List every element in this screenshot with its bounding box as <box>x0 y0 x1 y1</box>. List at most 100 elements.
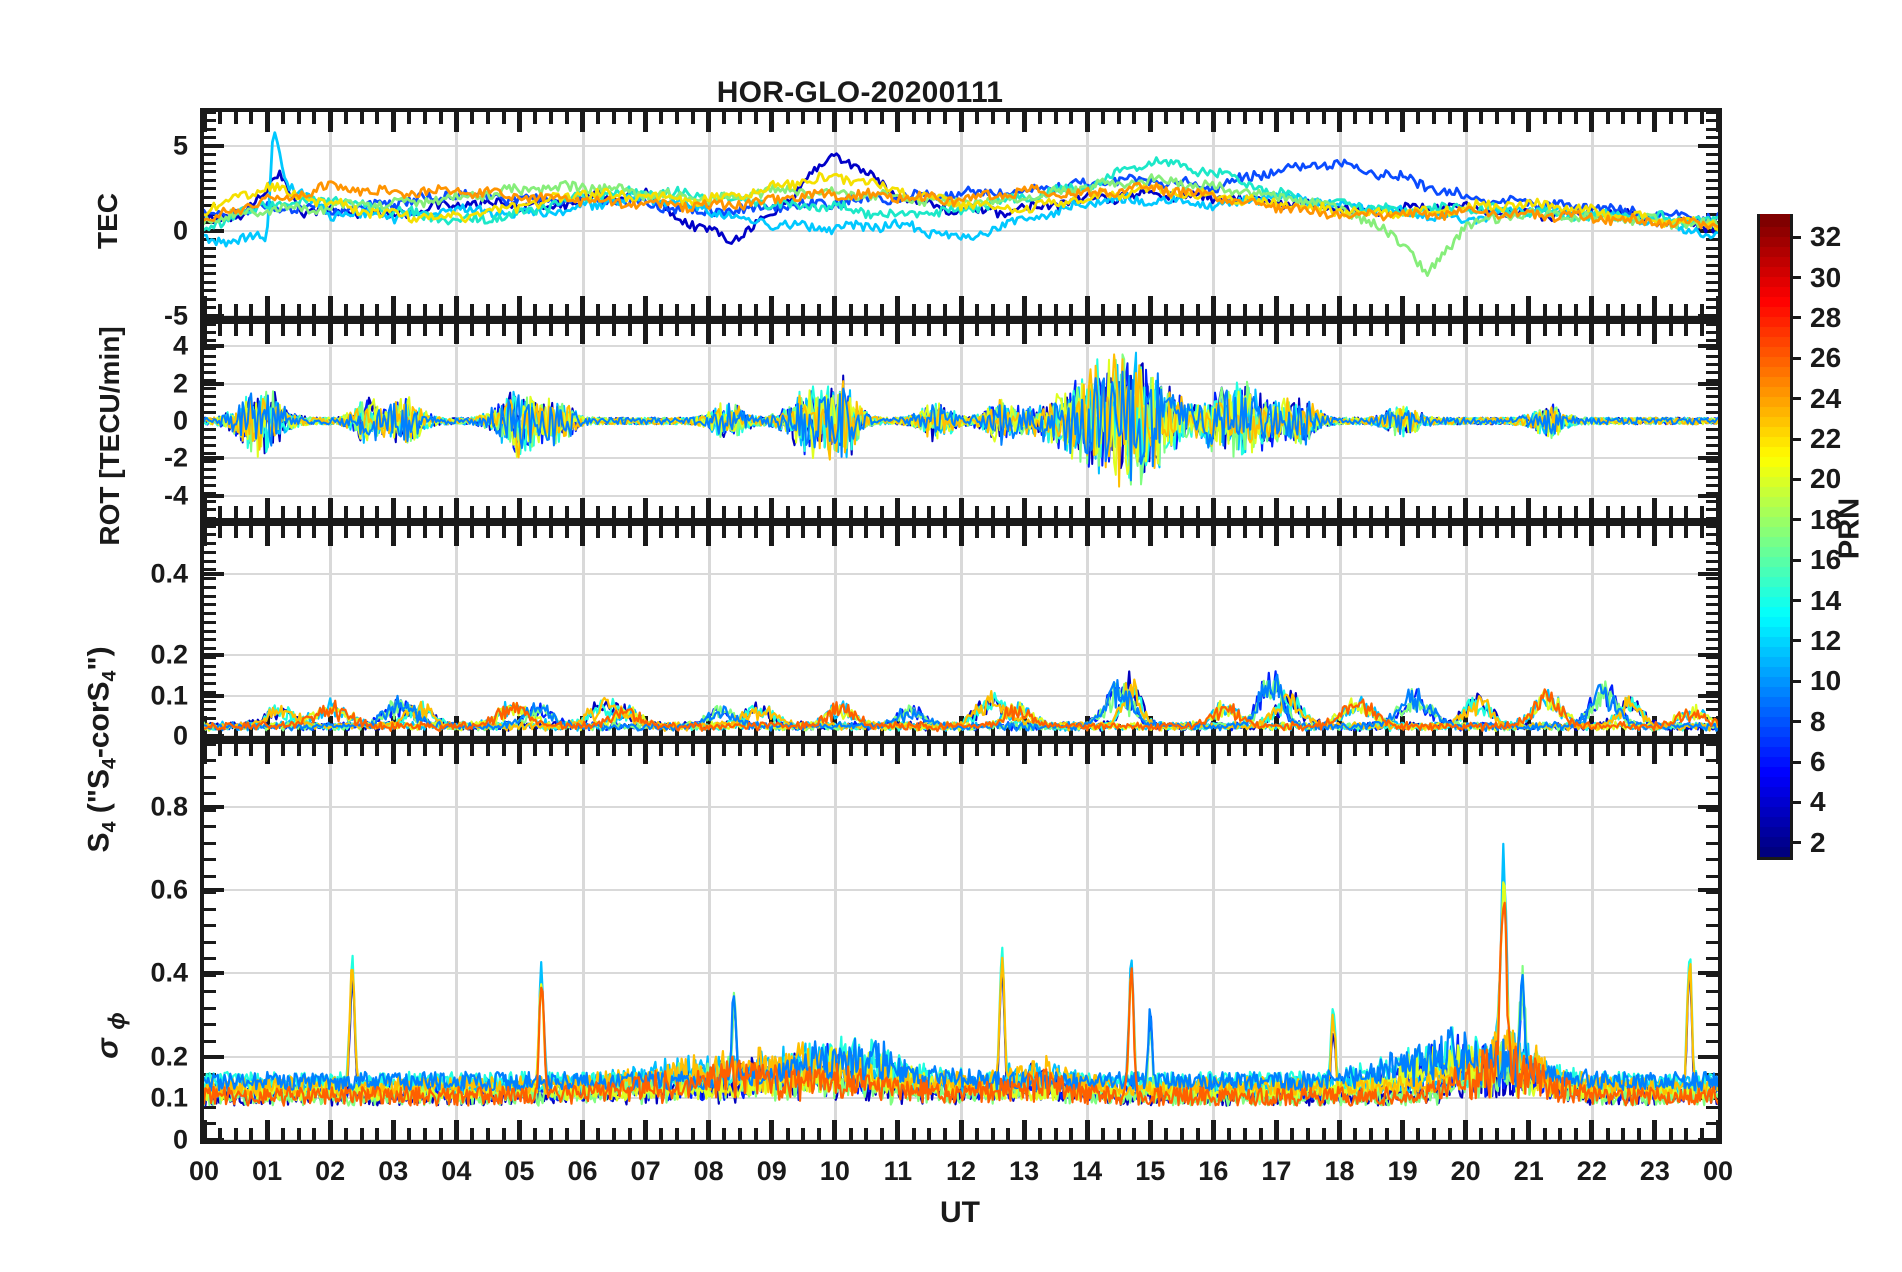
y-tick-minor <box>1706 973 1718 977</box>
colorbar-tick-label: 16 <box>1810 544 1842 576</box>
x-tick-minor <box>974 1128 979 1140</box>
x-tick-minor <box>1700 724 1705 736</box>
x-tick-major <box>580 112 585 132</box>
x-tick-minor <box>1369 324 1374 336</box>
x-tick-major <box>1715 498 1718 518</box>
y-tick-label: 0.2 <box>150 639 188 670</box>
y-tick-minor <box>1706 664 1718 668</box>
x-tick-minor <box>927 304 932 316</box>
colorbar-tick <box>1790 841 1801 845</box>
colorbar-prn[interactable]: 2 4 6 8 10 12 14 16 18 20 22 24 26 28 30 32 <box>1757 214 1841 860</box>
y-tick-minor <box>1706 127 1718 131</box>
x-tick-minor <box>407 1128 412 1140</box>
x-tick-minor <box>927 744 932 756</box>
x-tick-minor <box>1258 324 1263 336</box>
data-series-line <box>204 901 1718 1107</box>
x-tick-major <box>832 744 838 764</box>
x-tick-minor <box>1258 526 1263 538</box>
y-tick-major <box>204 344 224 349</box>
y-tick-minor <box>1706 699 1718 703</box>
x-tick-major <box>390 744 396 764</box>
x-tick-minor <box>485 324 490 336</box>
x-tick-minor <box>1479 506 1484 518</box>
y-tick-minor <box>204 858 216 861</box>
x-tick-minor <box>564 744 569 756</box>
y-tick-minor <box>204 759 216 762</box>
x-tick-major <box>1652 296 1658 316</box>
x-tick-minor <box>1006 112 1011 124</box>
x-tick-minor <box>943 304 948 316</box>
x-tick-minor <box>785 724 790 736</box>
x-tick-minor <box>1621 1128 1626 1140</box>
y-tick-minor <box>1706 476 1718 480</box>
y-tick-minor <box>1706 500 1718 504</box>
x-tick-major <box>958 526 964 546</box>
x-tick-major <box>327 1120 333 1140</box>
colorbar-segment <box>1760 614 1790 627</box>
x-tick-major <box>1589 526 1595 546</box>
y-tick-minor <box>1706 655 1718 659</box>
gridline-vertical <box>581 744 585 1140</box>
x-tick-minor <box>470 526 475 538</box>
x-tick-minor <box>1684 112 1689 124</box>
colorbar-segment <box>1760 534 1790 547</box>
colorbar-segment <box>1760 794 1790 807</box>
y-tick-minor <box>204 516 216 518</box>
x-tick-minor <box>1290 1128 1295 1140</box>
x-tick-minor <box>533 526 538 538</box>
x-tick-minor <box>1384 744 1389 756</box>
x-tick-minor <box>817 112 822 124</box>
x-tick-minor <box>1195 1128 1200 1140</box>
x-tick-minor <box>296 112 301 124</box>
x-tick-minor <box>1432 724 1437 736</box>
data-series-line <box>204 158 1718 225</box>
page-title: HOR-GLO-20200111 <box>716 76 1004 109</box>
x-tick-minor <box>249 324 254 336</box>
x-tick-minor <box>817 526 822 538</box>
colorbar-tick <box>1790 437 1801 441</box>
plot-panel-sigma_phi <box>200 740 1722 1144</box>
colorbar-tick <box>1790 316 1801 320</box>
y-tick-minor <box>204 178 216 182</box>
x-tick-label: 09 <box>756 1156 787 1186</box>
x-tick-minor <box>1242 304 1247 316</box>
x-tick-minor <box>1542 744 1547 756</box>
y-tick-minor <box>1706 559 1718 563</box>
x-tick-minor <box>1321 1128 1326 1140</box>
colorbar-segment <box>1760 814 1790 827</box>
x-tick-minor <box>1353 112 1358 124</box>
x-tick-major <box>1337 526 1342 546</box>
x-tick-minor <box>675 506 680 518</box>
x-tick-minor <box>470 112 475 124</box>
colorbar-segment <box>1760 484 1790 497</box>
x-tick-minor <box>485 1128 490 1140</box>
x-tick-minor <box>943 324 948 336</box>
x-tick-minor <box>1258 1128 1263 1140</box>
x-tick-minor <box>1605 112 1610 124</box>
colorbar-segment <box>1760 434 1790 447</box>
y-tick-minor <box>204 280 216 284</box>
x-tick-major <box>390 296 396 316</box>
x-tick-minor <box>407 526 412 538</box>
y-tick-label: 4 <box>172 330 188 361</box>
x-tick-minor <box>1621 506 1626 518</box>
x-tick-label: 17 <box>1261 1156 1292 1186</box>
y-tick-minor <box>1706 577 1718 580</box>
x-tick-major <box>580 296 585 316</box>
x-tick-minor <box>1037 1128 1042 1140</box>
x-tick-minor <box>848 112 853 124</box>
y-tick-minor <box>1706 255 1718 258</box>
y-tick-minor <box>204 874 216 878</box>
x-tick-minor <box>1637 526 1642 538</box>
x-tick-major <box>895 1120 901 1140</box>
y-tick-major <box>1698 804 1718 809</box>
x-tick-minor <box>438 304 443 316</box>
x-tick-minor <box>375 724 380 736</box>
x-tick-minor <box>1037 304 1042 316</box>
gridline-vertical <box>833 526 837 736</box>
x-tick-major <box>327 744 333 764</box>
x-tick-minor <box>438 506 443 518</box>
x-tick-minor <box>296 506 301 518</box>
gridline-vertical <box>833 744 837 1140</box>
x-tick-major <box>1463 498 1469 518</box>
